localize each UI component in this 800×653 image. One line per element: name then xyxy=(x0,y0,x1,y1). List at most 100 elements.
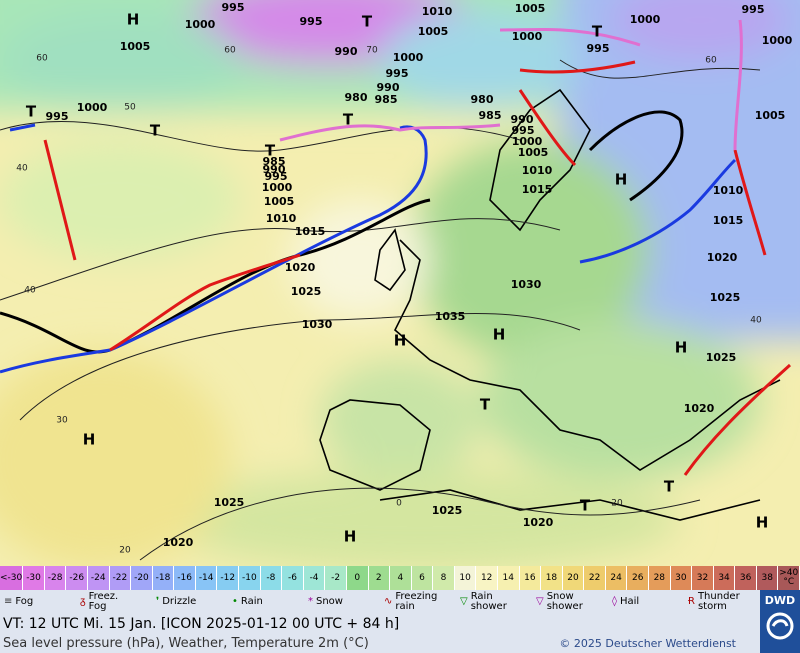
legend-item: ᵹ Freez. Fog xyxy=(76,590,152,613)
copyright: © 2025 Deutscher Wetterdienst xyxy=(559,637,736,650)
legend-item: Ɍ Thunder storm xyxy=(684,590,760,613)
isobar-label: 1000 xyxy=(393,51,424,64)
legend-item: ▽ Rain shower xyxy=(456,590,532,613)
scale-cell: 28 xyxy=(649,566,671,590)
scale-cell: 4 xyxy=(390,566,412,590)
isobar-label: 1000 xyxy=(630,13,661,26)
temperature-scale: <-30 -30 -28 -26 -24 -22 -20 -18 -16 -14 -12 -10 -8-… xyxy=(0,566,800,590)
subtitle: Sea level pressure (hPa), Weather, Tempe… xyxy=(3,636,369,651)
legend-label: Hail xyxy=(619,595,640,607)
scale-cell: 24 xyxy=(605,566,628,590)
isobar-label: 1030 xyxy=(511,278,542,291)
scale-cell: 0 xyxy=(346,566,369,590)
legend-item: * Snow xyxy=(304,590,380,613)
legend-item: ≡ Fog xyxy=(0,590,76,613)
isotherm-label: 70 xyxy=(366,46,378,56)
isobar-label: 1000 xyxy=(77,101,108,114)
legend-icon: * xyxy=(308,595,313,607)
isobar-label: 1015 xyxy=(713,214,744,227)
pressure-center-label: H xyxy=(493,326,506,344)
isobar-label: 1025 xyxy=(214,496,245,509)
legend-label: Rain shower xyxy=(470,590,507,612)
legend-icon: • xyxy=(232,595,238,607)
isotherm-label: 60 xyxy=(705,56,717,66)
isobar-label: 995 xyxy=(46,110,69,123)
isobar-label: 980 xyxy=(471,93,494,106)
pressure-center-label: T xyxy=(480,396,491,414)
pressure-center-label: H xyxy=(756,514,769,532)
scale-cell: 12 xyxy=(476,566,498,590)
scale-cell: -22 xyxy=(109,566,132,590)
isobar-label: 1010 xyxy=(266,212,297,225)
isobar-label: 1005 xyxy=(418,25,449,38)
pressure-center-label: T xyxy=(26,103,37,121)
legend-icon: Ɍ xyxy=(688,595,695,607)
map: 995 1000 H 1005 995 T 1010 1005 1005 1000 T 1000 995… xyxy=(0,0,800,566)
scale-cell: 38 xyxy=(756,566,779,590)
scale-cell: -28 xyxy=(44,566,67,590)
scale-cell: 26 xyxy=(627,566,650,590)
pressure-center-label: T xyxy=(580,497,591,515)
isobar-label: 1000 xyxy=(762,34,793,47)
pressure-center-label: H xyxy=(615,171,628,189)
pressure-center-label: H xyxy=(675,339,688,357)
legend-label: Freez. Fog xyxy=(88,590,119,612)
isobar-label: 1000 xyxy=(185,18,216,31)
dwd-logo: DWD xyxy=(760,590,800,653)
isobar-label: 1025 xyxy=(432,504,463,517)
isotherm-label: 60 xyxy=(224,46,236,56)
isotherm-label: 50 xyxy=(124,103,136,113)
scale-cell: 34 xyxy=(713,566,736,590)
isobar-label: 990 xyxy=(511,113,534,126)
scale-cell: 16 xyxy=(519,566,542,590)
logo-text: DWD xyxy=(764,594,796,607)
scale-cell: 20 xyxy=(562,566,585,590)
scale-cell: -6 xyxy=(282,566,304,590)
isotherm-label: 40 xyxy=(24,286,36,296)
isobar-label: 1020 xyxy=(523,516,554,529)
isobar-label: 1015 xyxy=(295,225,326,238)
scale-cell: 18 xyxy=(541,566,563,590)
legend-icon: ▽ xyxy=(460,595,468,607)
isobar-label: 1020 xyxy=(163,536,194,549)
scale-cell: -10 xyxy=(239,566,261,590)
isobar-label: 1010 xyxy=(522,164,553,177)
pressure-center-label: H xyxy=(394,332,407,350)
isobar-label: 1020 xyxy=(684,402,715,415)
isobar-label: 1025 xyxy=(706,351,737,364)
isotherm-label: 20 xyxy=(611,499,623,509)
footer: VT: 12 UTC Mi. 15 Jan. [ICON 2025-01-12 … xyxy=(0,613,760,653)
isobar-label: 1005 xyxy=(120,40,151,53)
legend-icon: ❜ xyxy=(156,595,160,607)
legend-icon: ∿ xyxy=(384,595,393,607)
isobar-label: 985 xyxy=(479,109,502,122)
legend-label: Snow xyxy=(316,595,343,607)
scale-cell: -24 xyxy=(87,566,110,590)
isobar-label: 985 xyxy=(375,93,398,106)
pressure-center-label: T xyxy=(592,23,603,41)
scale-cell: -4 xyxy=(303,566,326,590)
isobar-label: 995 xyxy=(300,15,323,28)
scale-cell: >40 °C xyxy=(778,566,800,590)
scale-cell: 36 xyxy=(735,566,757,590)
isobar-label: 1035 xyxy=(435,310,466,323)
isobar-label: 1020 xyxy=(285,261,316,274)
valid-time: VT: 12 UTC Mi. 15 Jan. [ICON 2025-01-12 … xyxy=(3,616,400,632)
isotherm-label: 0 xyxy=(396,499,402,509)
isobar-label: 1030 xyxy=(302,318,333,331)
scale-cell: 8 xyxy=(433,566,455,590)
isobar-label: 1005 xyxy=(264,195,295,208)
legend-icon: ▽ xyxy=(536,595,544,607)
isobar-label: 1020 xyxy=(707,251,738,264)
isobar-label: 990 xyxy=(377,81,400,94)
pressure-center-label: H xyxy=(344,528,357,546)
legend-label: Fog xyxy=(15,595,34,607)
scale-cell: 10 xyxy=(454,566,477,590)
scale-cell: -20 xyxy=(131,566,153,590)
isotherm-label: 20 xyxy=(119,546,131,556)
isobar-label: 995 xyxy=(265,170,288,183)
logo-icon xyxy=(766,612,794,640)
isobar-label: 1005 xyxy=(755,109,786,122)
scale-cell: 32 xyxy=(692,566,714,590)
isobar-label: 1025 xyxy=(291,285,322,298)
